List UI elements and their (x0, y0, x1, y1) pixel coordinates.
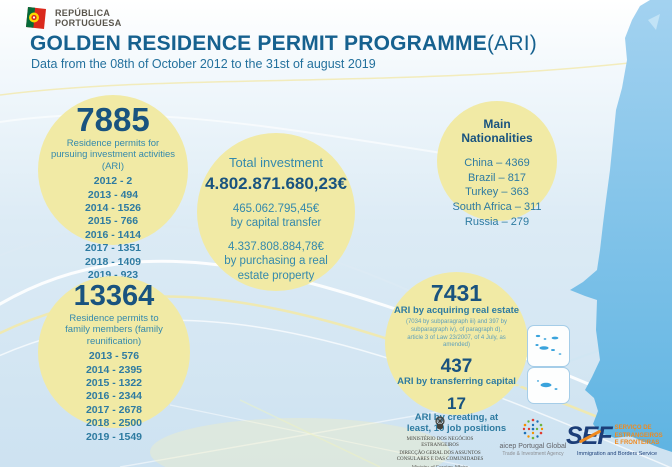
nationalities-title: Main Nationalities (461, 117, 533, 146)
madeira-inset-box (527, 367, 570, 404)
circle-total-investment: Total investment 4.802.871.680,23€ 465.0… (197, 133, 355, 291)
circle-nationalities: Main Nationalities China – 4369 Brazil –… (437, 101, 557, 228)
year-row: 2014 - 1526 (84, 202, 142, 215)
family-permits-total: 13364 (73, 280, 155, 312)
ari-capital-label: ARI by transferring capital (397, 376, 516, 388)
capital-transfer-amount: 465.062.795,45€ (232, 203, 320, 215)
ari-capital-count: 437 (440, 356, 473, 378)
year-row: 2016 - 2344 (85, 390, 143, 403)
ministry-logo-block: MINISTÉRIO DOS NEGÓCIOS ESTRANGEIROS DIR… (392, 416, 488, 467)
year-row: 2018 - 1409 (84, 255, 142, 268)
azores-islands-icon (535, 334, 562, 355)
page-title-main: GOLDEN RESIDENCE PERMIT PROGRAMME (30, 32, 487, 55)
total-investment-amount: 4.802.871.680,23€ (205, 174, 347, 193)
year-row: 2015 - 1322 (85, 377, 143, 390)
nationality-row: South Africa – 311 (452, 201, 542, 214)
investment-permits-label: Residence permits for pursuing investmen… (50, 138, 176, 172)
year-row: 2016 - 1414 (84, 228, 142, 241)
ministry-name-en: Ministry of Foreign Affairs (392, 465, 488, 467)
year-row: 2013 - 576 (88, 350, 140, 363)
coat-of-arms-icon (435, 416, 445, 430)
year-row: 2014 - 2395 (85, 363, 143, 376)
page-title-ari: (ARI) (486, 32, 537, 55)
circle-investment-permits: 7885 Residence permits for pursuing inve… (38, 95, 188, 281)
year-row: 2013 - 494 (87, 188, 139, 201)
family-permits-label: Residence permits to family members (fam… (65, 313, 163, 347)
page-title: GOLDEN RESIDENCE PERMIT PROGRAMME(ARI) (30, 32, 537, 56)
page-subtitle: Data from the 08th of October 2012 to th… (31, 57, 376, 71)
republica-portuguesa-logo: REPÚBLICA PORTUGUESA (26, 6, 122, 30)
year-row: 2017 - 2678 (85, 403, 143, 416)
aicep-globe-icon (522, 418, 544, 440)
real-estate-label: by purchasing a real estate property (224, 255, 328, 282)
sef-name-pt: SERVIÇO DE ESTRANGEIROS E FRONTEIRAS (614, 425, 663, 447)
ari-real-estate-count: 7431 (430, 280, 483, 306)
sef-name-en: Immigration and Borders Service (576, 451, 658, 457)
aicep-tagline: Trade & Investment Agency (502, 451, 564, 457)
nationalities-list: China – 4369 Brazil – 817 Turkey – 363 S… (437, 156, 557, 230)
year-row: 2012 - 2 (93, 175, 133, 188)
circle-ari-breakdown: 7431 ARI by acquiring real estate (7034 … (385, 272, 528, 434)
sef-acronym: SEF (566, 424, 613, 449)
ari-real-estate-note: (7034 by subparagraph iii) and 397 by su… (405, 318, 508, 349)
real-estate-block: 4.337.808.884,78€ by purchasing a real e… (197, 240, 355, 283)
ministry-name-pt-2: DIRECÇÃO GERAL DOS ASSUNTOS CONSULARES E… (396, 450, 484, 462)
ari-jobs-label: ARI by creating, at least, 10 job positi… (406, 412, 507, 434)
family-permits-years: 2013 - 576 2014 - 2395 2015 - 1322 2016 … (38, 350, 190, 444)
year-row: 2018 - 2500 (85, 417, 143, 430)
capital-transfer-block: 465.062.795,45€ by capital transfer (197, 202, 355, 231)
year-row: 2015 - 766 (87, 215, 139, 228)
investment-permits-years: 2012 - 2 2013 - 494 2014 - 1526 2015 - 7… (38, 175, 188, 283)
portugal-flag-icon (26, 7, 46, 29)
nationality-row: China – 4369 (464, 156, 530, 169)
gov-logo-line2: PORTUGUESA (55, 18, 122, 28)
nationality-row: Brazil – 817 (467, 171, 527, 184)
year-row: 2017 - 1351 (84, 242, 142, 255)
real-estate-amount: 4.337.808.884,78€ (228, 240, 324, 253)
year-row: 2019 - 1549 (85, 430, 143, 443)
gov-logo-text: REPÚBLICA PORTUGUESA (55, 8, 122, 29)
aicep-logo-block: aicep Portugal Global Trade & Investment… (498, 417, 568, 457)
ari-jobs-count: 17 (447, 394, 466, 414)
total-investment-title: Total investment (229, 155, 323, 170)
gov-logo-line1: REPÚBLICA (55, 7, 111, 18)
azores-inset-box (527, 325, 570, 367)
aicep-name: aicep Portugal Global (499, 443, 567, 450)
sef-logo-block: SEF SERVIÇO DE ESTRANGEIROS E FRONTEIRAS… (566, 424, 668, 458)
nationality-row: Turkey – 363 (465, 186, 529, 199)
circle-family-permits: 13364 Residence permits to family member… (38, 276, 190, 443)
nationality-row: Russia – 279 (464, 216, 530, 229)
capital-transfer-label: by capital transfer (230, 217, 322, 230)
ari-real-estate-label: ARI by acquiring real estate (393, 305, 520, 316)
investment-permits-total: 7885 (76, 101, 150, 138)
madeira-islands-icon (536, 380, 558, 390)
ministry-name-pt-1: MINISTÉRIO DOS NEGÓCIOS ESTRANGEIROS (406, 437, 474, 449)
